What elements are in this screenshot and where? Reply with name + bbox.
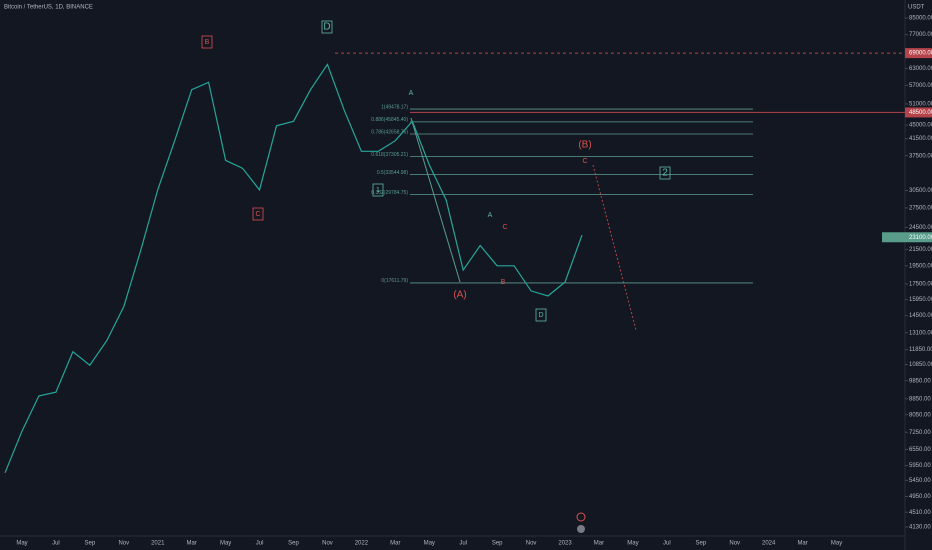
event-icon[interactable] — [577, 525, 585, 533]
wave-box — [535, 308, 547, 322]
price-label: 23100.00 — [909, 235, 932, 241]
wave-label: 2 — [662, 168, 668, 179]
wave-label: D — [323, 22, 330, 33]
y-tick-label: 14500.00 — [909, 313, 932, 319]
price-label-box — [882, 232, 932, 243]
y-unit: USDT — [908, 5, 925, 11]
wave-label: A — [409, 90, 414, 97]
wave-label: D — [538, 312, 543, 319]
x-tick-label: Jul — [663, 541, 671, 547]
y-tick-label: 45000.00 — [909, 123, 932, 129]
y-tick-label: 85000.00 — [909, 16, 932, 22]
x-tick-label: May — [220, 541, 231, 547]
y-tick-label: 77000.00 — [909, 32, 932, 38]
y-tick-label: 17500.00 — [909, 282, 932, 288]
fib-label: 0(17611.79) — [381, 278, 408, 284]
fib-label: 0.886(45845.40) — [371, 117, 408, 123]
price-label: 69000.00 — [909, 51, 932, 57]
wave-box — [372, 183, 384, 197]
wave-label: (B) — [578, 140, 591, 151]
x-tick-label: Nov — [322, 541, 333, 547]
x-tick-label: Mar — [797, 541, 807, 547]
x-tick-label: Mar — [390, 541, 400, 547]
wave-label: 1 — [376, 187, 380, 194]
y-tick-label: 6550.00 — [909, 447, 931, 453]
x-tick-label: Mar — [594, 541, 604, 547]
y-tick-label: 19500.00 — [909, 263, 932, 269]
y-tick-label: 13100.00 — [909, 330, 932, 336]
x-tick-label: May — [16, 541, 27, 547]
wave-label: (A) — [453, 290, 466, 301]
x-tick-label: 2021 — [151, 541, 165, 547]
wave-box — [252, 207, 264, 221]
x-tick-label: 2024 — [762, 541, 776, 547]
x-tick-label: Jul — [52, 541, 60, 547]
x-tick-label: May — [627, 541, 638, 547]
y-tick-label: 37500.00 — [909, 153, 932, 159]
y-tick-label: 41500.00 — [909, 136, 932, 142]
y-tick-label: 4950.00 — [909, 494, 931, 500]
y-tick-label: 8850.00 — [909, 396, 931, 402]
wave-label: B — [205, 39, 210, 46]
fib-label: 0.786(42658.76) — [371, 129, 408, 135]
y-tick-label: 11850.00 — [909, 347, 932, 353]
y-tick-label: 21500.00 — [909, 247, 932, 253]
x-tick-label: Nov — [118, 541, 129, 547]
y-tick-label: 51000.00 — [909, 102, 932, 108]
y-tick-label: 63000.00 — [909, 66, 932, 72]
wave-label: C — [582, 158, 587, 165]
x-tick-label: Sep — [492, 541, 503, 547]
y-tick-label: 30500.00 — [909, 188, 932, 194]
y-tick-label: 4130.00 — [909, 525, 931, 531]
x-tick-label: May — [831, 541, 842, 547]
fib-label: 0.618(37305.21) — [371, 152, 408, 158]
x-tick-label: 2023 — [558, 541, 572, 547]
y-tick-label: 10850.00 — [909, 362, 932, 368]
x-tick-label: Mar — [187, 541, 197, 547]
x-tick-label: Sep — [85, 541, 96, 547]
price-label-box — [905, 107, 932, 118]
x-tick-label: May — [424, 541, 435, 547]
price-label: 48500.00 — [909, 110, 932, 116]
y-tick-label: 15950.00 — [909, 297, 932, 303]
price-line-series — [4, 63, 583, 474]
fib-label: 1(49478.17) — [381, 104, 408, 110]
wave-box — [659, 166, 671, 180]
wave-label: C — [502, 224, 507, 231]
y-tick-label: 5950.00 — [909, 463, 931, 469]
wave-box — [321, 20, 333, 34]
wave-box — [201, 35, 213, 49]
x-tick-label: Nov — [729, 541, 740, 547]
y-tick-label: 5450.00 — [909, 478, 931, 484]
x-tick-label: Jul — [256, 541, 264, 547]
x-tick-label: Sep — [695, 541, 706, 547]
fib-label: 0.382(29784.75) — [371, 190, 408, 196]
y-tick-label: 24500.00 — [909, 225, 932, 231]
y-tick-label: 7250.00 — [909, 430, 931, 436]
x-tick-label: 2022 — [355, 541, 369, 547]
wave-label: B — [501, 279, 506, 286]
y-tick-label: 57000.00 — [909, 83, 932, 89]
y-tick-label: 9850.00 — [909, 378, 931, 384]
fib-label: 0.5(33544.98) — [377, 170, 408, 176]
x-tick-label: Nov — [526, 541, 537, 547]
projection-line — [592, 164, 637, 331]
x-tick-label: Sep — [288, 541, 299, 547]
y-tick-label: 8050.00 — [909, 412, 931, 418]
chart-title: Bitcoin / TetherUS, 1D, BINANCE — [4, 5, 93, 11]
wave-label: A — [488, 212, 493, 219]
y-tick-label: 4510.00 — [909, 510, 931, 516]
wave-label: C — [255, 211, 260, 218]
x-tick-label: Jul — [459, 541, 467, 547]
y-tick-label: 27500.00 — [909, 205, 932, 211]
price-label-box — [905, 48, 932, 59]
event-icon[interactable] — [576, 512, 586, 522]
wave-line — [410, 117, 461, 283]
